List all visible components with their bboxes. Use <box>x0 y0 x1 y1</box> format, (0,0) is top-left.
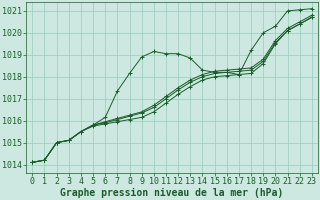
X-axis label: Graphe pression niveau de la mer (hPa): Graphe pression niveau de la mer (hPa) <box>60 188 284 198</box>
